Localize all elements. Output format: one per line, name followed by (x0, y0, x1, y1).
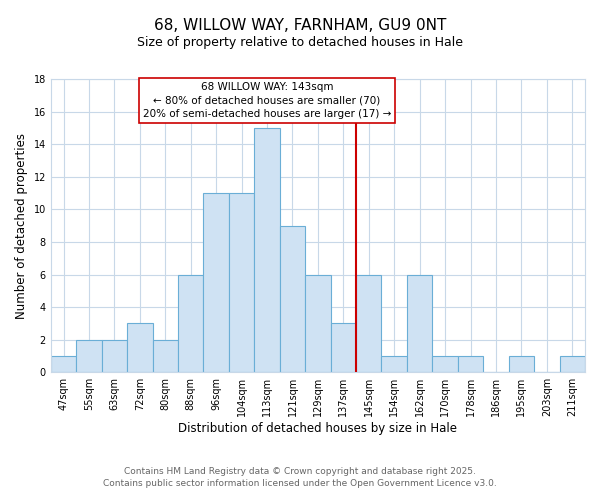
Bar (407, 274, 433, 372)
Bar (127, 324, 152, 372)
Bar (458, 356, 483, 372)
Text: 68 WILLOW WAY: 143sqm
← 80% of detached houses are smaller (70)
20% of semi-deta: 68 WILLOW WAY: 143sqm ← 80% of detached … (143, 82, 391, 118)
Bar (76, 340, 101, 372)
Text: Contains HM Land Registry data © Crown copyright and database right 2025.
Contai: Contains HM Land Registry data © Crown c… (103, 466, 497, 487)
Bar (51, 356, 76, 372)
Y-axis label: Number of detached properties: Number of detached properties (15, 132, 28, 318)
Text: 68, WILLOW WAY, FARNHAM, GU9 0NT: 68, WILLOW WAY, FARNHAM, GU9 0NT (154, 18, 446, 32)
X-axis label: Distribution of detached houses by size in Hale: Distribution of detached houses by size … (178, 422, 457, 435)
Bar (305, 274, 331, 372)
Bar (178, 274, 203, 372)
Bar (254, 128, 280, 372)
Bar (560, 356, 585, 372)
Bar (356, 274, 382, 372)
Bar (152, 340, 178, 372)
Text: Size of property relative to detached houses in Hale: Size of property relative to detached ho… (137, 36, 463, 49)
Bar (203, 193, 229, 372)
Bar (229, 193, 254, 372)
Bar (331, 324, 356, 372)
Bar (382, 356, 407, 372)
Bar (509, 356, 534, 372)
Bar (280, 226, 305, 372)
Bar (433, 356, 458, 372)
Bar (101, 340, 127, 372)
